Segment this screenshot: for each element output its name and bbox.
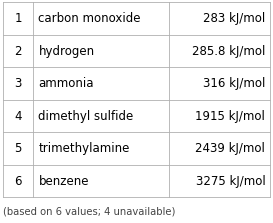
Text: 285.8 kJ/mol: 285.8 kJ/mol	[192, 45, 265, 58]
Text: 2439 kJ/mol: 2439 kJ/mol	[195, 142, 265, 155]
Text: 2: 2	[14, 45, 22, 58]
Text: trimethylamine: trimethylamine	[38, 142, 130, 155]
Text: carbon monoxide: carbon monoxide	[38, 12, 141, 25]
Text: ammonia: ammonia	[38, 77, 94, 90]
Text: 1: 1	[14, 12, 22, 25]
Text: hydrogen: hydrogen	[38, 45, 94, 58]
Text: benzene: benzene	[38, 175, 89, 188]
Text: (based on 6 values; 4 unavailable): (based on 6 values; 4 unavailable)	[3, 206, 175, 217]
Text: 6: 6	[14, 175, 22, 188]
Text: 3: 3	[14, 77, 22, 90]
Text: 3275 kJ/mol: 3275 kJ/mol	[196, 175, 265, 188]
Text: dimethyl sulfide: dimethyl sulfide	[38, 109, 134, 123]
Text: 1915 kJ/mol: 1915 kJ/mol	[195, 109, 265, 123]
Text: 316 kJ/mol: 316 kJ/mol	[203, 77, 265, 90]
Text: 283 kJ/mol: 283 kJ/mol	[203, 12, 265, 25]
Text: 4: 4	[14, 109, 22, 123]
Text: 5: 5	[14, 142, 22, 155]
